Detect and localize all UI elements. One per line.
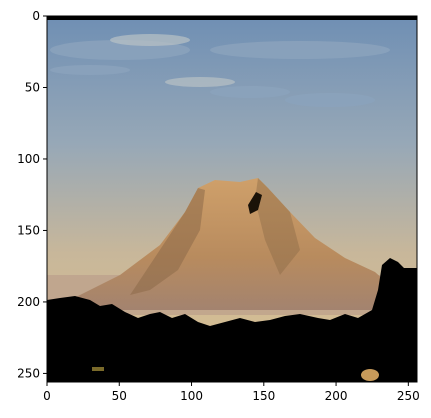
x-tick-label: 250 — [397, 389, 420, 403]
y-axis: 0 50 100 150 200 250 — [17, 9, 47, 380]
crater-shadow — [248, 192, 262, 214]
mountain-shadow-2 — [255, 178, 300, 275]
clouds — [50, 40, 390, 107]
x-tick-label: 50 — [112, 389, 127, 403]
foreground-silhouette — [47, 258, 417, 382]
y-tick-label: 250 — [17, 366, 40, 380]
foreground-speck — [92, 367, 104, 371]
x-tick-label: 100 — [180, 389, 203, 403]
axes-frame — [46, 15, 418, 383]
clouds-light — [110, 34, 235, 87]
x-tick-label: 200 — [325, 389, 348, 403]
x-tick-label: 0 — [43, 389, 51, 403]
x-axis: 0 50 100 150 200 250 — [43, 382, 420, 403]
top-edge-bar — [47, 16, 417, 20]
y-tick-label: 0 — [32, 9, 40, 23]
y-tick-label: 50 — [25, 80, 40, 94]
y-tick-label: 100 — [17, 152, 40, 166]
foreground-speck-2 — [361, 369, 379, 381]
photo-image — [47, 16, 417, 382]
y-tick-label: 150 — [17, 223, 40, 237]
y-tick-label: 200 — [17, 295, 40, 309]
mountain-shadow — [130, 188, 205, 295]
x-tick-label: 150 — [252, 389, 275, 403]
